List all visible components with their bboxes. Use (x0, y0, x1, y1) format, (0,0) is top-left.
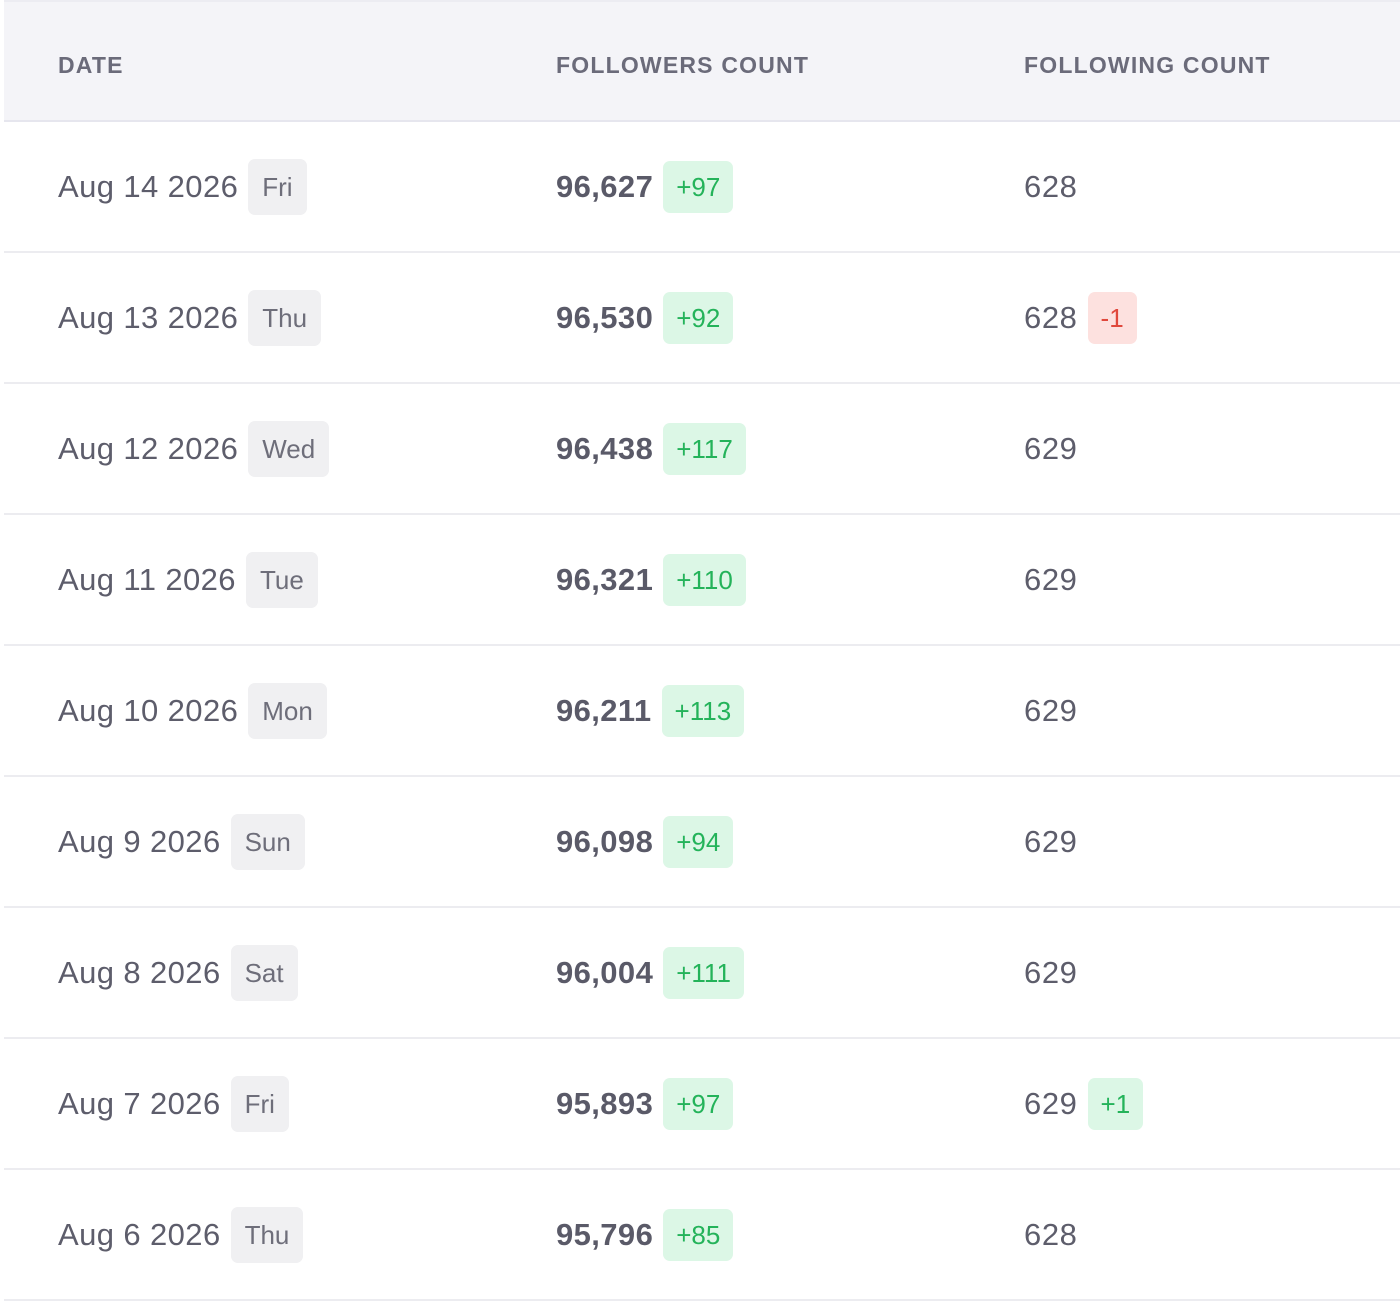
followers-count: 95,796 (556, 1216, 654, 1252)
date-text: Aug 6 2026 (58, 1216, 221, 1252)
followers-count: 96,004 (556, 954, 654, 990)
followers-delta-badge: +97 (663, 1077, 734, 1130)
followers-delta-badge: +97 (663, 160, 734, 213)
date-cell: Aug 7 2026 Fri (58, 1039, 289, 1168)
following-count: 629 (1024, 692, 1078, 728)
followers-count: 96,627 (556, 168, 654, 204)
following-cell: 629 (1024, 646, 1078, 775)
followers-cell: 96,627 +97 (556, 122, 734, 251)
weekday-badge: Tue (245, 551, 318, 608)
date-text: Aug 14 2026 (58, 168, 239, 204)
following-cell: 629 (1024, 384, 1078, 513)
table-row[interactable]: Aug 10 2026 Mon 96,211 +113 629 (4, 646, 1400, 777)
followers-delta-badge: +92 (663, 291, 734, 344)
followers-count: 96,098 (556, 823, 654, 859)
followers-cell: 96,530 +92 (556, 253, 734, 382)
followers-cell: 96,438 +117 (556, 384, 746, 513)
following-cell: 628 (1024, 122, 1078, 251)
date-text: Aug 8 2026 (58, 954, 221, 990)
followers-delta-badge: +94 (663, 815, 734, 868)
following-delta-badge: +1 (1087, 1077, 1144, 1130)
date-cell: Aug 10 2026 Mon (58, 646, 327, 775)
following-count: 628 (1024, 168, 1078, 204)
column-header-following-count[interactable]: FOLLOWING COUNT (1024, 52, 1271, 78)
weekday-badge: Thu (230, 1206, 304, 1263)
column-header-followers-count[interactable]: FOLLOWERS COUNT (556, 52, 810, 78)
following-count: 628 (1024, 1216, 1078, 1252)
date-cell: Aug 11 2026 Tue (58, 515, 318, 644)
weekday-badge: Sat (230, 944, 298, 1001)
followers-delta-badge: +117 (663, 422, 746, 475)
table-row[interactable]: Aug 13 2026 Thu 96,530 +92 628 -1 (4, 253, 1400, 384)
following-count: 629 (1024, 561, 1078, 597)
followers-count: 96,321 (556, 561, 654, 597)
weekday-badge: Fri (248, 158, 307, 215)
weekday-badge: Thu (248, 289, 322, 346)
date-text: Aug 11 2026 (58, 561, 236, 597)
stats-table: DATE FOLLOWERS COUNT FOLLOWING COUNT Aug… (4, 0, 1400, 1301)
following-cell: 628 -1 (1024, 253, 1137, 382)
date-cell: Aug 9 2026 Sun (58, 777, 305, 906)
table-row[interactable]: Aug 14 2026 Fri 96,627 +97 628 (4, 122, 1400, 253)
weekday-badge: Mon (248, 682, 327, 739)
followers-cell: 96,211 +113 (556, 646, 745, 775)
following-cell: 629 (1024, 908, 1078, 1037)
date-cell: Aug 6 2026 Thu (58, 1170, 304, 1299)
followers-cell: 96,321 +110 (556, 515, 746, 644)
table-row[interactable]: Aug 8 2026 Sat 96,004 +111 629 (4, 908, 1400, 1039)
following-count: 629 (1024, 823, 1078, 859)
date-text: Aug 13 2026 (58, 299, 239, 335)
table-row[interactable]: Aug 6 2026 Thu 95,796 +85 628 (4, 1170, 1400, 1301)
following-cell: 628 (1024, 1170, 1078, 1299)
followers-delta-badge: +111 (663, 946, 744, 999)
followers-delta-badge: +110 (663, 553, 746, 606)
followers-count: 96,530 (556, 299, 654, 335)
column-header-date[interactable]: DATE (58, 52, 124, 78)
date-text: Aug 7 2026 (58, 1085, 221, 1121)
date-text: Aug 10 2026 (58, 692, 239, 728)
followers-cell: 95,796 +85 (556, 1170, 734, 1299)
following-count: 629 (1024, 954, 1078, 990)
following-count: 629 (1024, 430, 1078, 466)
followers-count: 96,211 (556, 692, 652, 728)
followers-cell: 96,098 +94 (556, 777, 734, 906)
table-header: DATE FOLLOWERS COUNT FOLLOWING COUNT (4, 0, 1400, 122)
table-row[interactable]: Aug 7 2026 Fri 95,893 +97 629 +1 (4, 1039, 1400, 1170)
following-count: 628 (1024, 299, 1078, 335)
followers-cell: 96,004 +111 (556, 908, 744, 1037)
date-cell: Aug 13 2026 Thu (58, 253, 322, 382)
weekday-badge: Fri (230, 1075, 289, 1132)
followers-cell: 95,893 +97 (556, 1039, 734, 1168)
following-cell: 629 +1 (1024, 1039, 1144, 1168)
following-delta-badge: -1 (1087, 291, 1137, 344)
date-text: Aug 12 2026 (58, 430, 239, 466)
table-row[interactable]: Aug 9 2026 Sun 96,098 +94 629 (4, 777, 1400, 908)
weekday-badge: Sun (230, 813, 305, 870)
followers-delta-badge: +113 (661, 684, 745, 737)
followers-count: 95,893 (556, 1085, 654, 1121)
date-cell: Aug 12 2026 Wed (58, 384, 330, 513)
date-cell: Aug 14 2026 Fri (58, 122, 307, 251)
table-row[interactable]: Aug 12 2026 Wed 96,438 +117 629 (4, 384, 1400, 515)
following-cell: 629 (1024, 515, 1078, 644)
followers-count: 96,438 (556, 430, 654, 466)
table-row[interactable]: Aug 11 2026 Tue 96,321 +110 629 (4, 515, 1400, 646)
following-cell: 629 (1024, 777, 1078, 906)
table-body: Aug 14 2026 Fri 96,627 +97 628 Aug 13 2026 Thu… (4, 122, 1400, 1301)
following-count: 629 (1024, 1085, 1078, 1121)
date-text: Aug 9 2026 (58, 823, 221, 859)
followers-delta-badge: +85 (663, 1208, 734, 1261)
weekday-badge: Wed (248, 420, 330, 477)
date-cell: Aug 8 2026 Sat (58, 908, 298, 1037)
